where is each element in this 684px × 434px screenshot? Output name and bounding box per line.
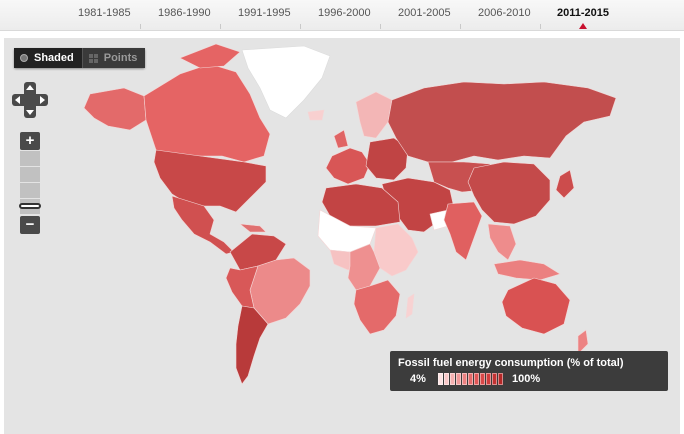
map-legend: Fossil fuel energy consumption (% of tot… bbox=[390, 351, 668, 391]
timeline-tick bbox=[540, 24, 541, 29]
period-timeline: 1981-1985 1986-1990 1991-1995 1996-2000 … bbox=[0, 0, 684, 31]
timeline-tick bbox=[460, 24, 461, 29]
grid-icon bbox=[88, 53, 98, 63]
timeline-tick bbox=[380, 24, 381, 29]
pan-left-button[interactable] bbox=[12, 94, 24, 106]
region-argentina[interactable] bbox=[235, 305, 269, 385]
legend-swatch bbox=[438, 373, 443, 385]
legend-max-label: 100% bbox=[512, 373, 541, 385]
period-tab-1996-2000[interactable]: 1996-2000 bbox=[318, 7, 371, 19]
timeline-tick bbox=[140, 24, 141, 29]
shaded-mode-button[interactable]: Shaded bbox=[14, 48, 82, 68]
legend-color-scale bbox=[438, 373, 504, 385]
zoom-step[interactable] bbox=[20, 167, 40, 182]
legend-swatch bbox=[444, 373, 449, 385]
period-tab-2006-2010[interactable]: 2006-2010 bbox=[478, 7, 531, 19]
legend-min-label: 4% bbox=[410, 373, 426, 385]
legend-swatch bbox=[480, 373, 485, 385]
region-eastern-europe[interactable] bbox=[365, 137, 409, 181]
legend-swatch bbox=[456, 373, 461, 385]
region-east-africa[interactable] bbox=[373, 223, 419, 277]
region-western-europe[interactable] bbox=[325, 147, 371, 185]
region-russia[interactable] bbox=[387, 81, 617, 163]
region-indonesia[interactable] bbox=[493, 259, 561, 281]
pan-center bbox=[24, 94, 36, 106]
zoom-slider-track[interactable] bbox=[19, 151, 41, 215]
pan-down-button[interactable] bbox=[24, 106, 36, 118]
region-southeast-asia[interactable] bbox=[487, 223, 517, 261]
choropleth-svg bbox=[83, 43, 617, 385]
region-new-zealand[interactable] bbox=[577, 329, 589, 355]
region-southern-africa[interactable] bbox=[353, 279, 401, 335]
pan-control bbox=[12, 82, 48, 118]
active-period-marker bbox=[579, 23, 587, 29]
legend-title: Fossil fuel energy consumption (% of tot… bbox=[398, 357, 624, 369]
region-alaska[interactable] bbox=[83, 87, 147, 131]
legend-swatch bbox=[498, 373, 503, 385]
period-tab-2011-2015[interactable]: 2011-2015 bbox=[557, 7, 609, 19]
legend-swatch bbox=[450, 373, 455, 385]
zoom-control: + − bbox=[19, 132, 41, 234]
region-mexico[interactable] bbox=[171, 195, 235, 255]
legend-swatch bbox=[468, 373, 473, 385]
pan-up-button[interactable] bbox=[24, 82, 36, 94]
points-mode-label: Points bbox=[103, 52, 138, 64]
world-map[interactable]: Shaded Points + − bbox=[4, 38, 680, 434]
region-japan[interactable] bbox=[555, 169, 575, 199]
region-china[interactable] bbox=[467, 161, 551, 225]
legend-swatch bbox=[462, 373, 467, 385]
region-canada-islands[interactable] bbox=[179, 43, 241, 69]
period-tab-2001-2005[interactable]: 2001-2005 bbox=[398, 7, 451, 19]
shaded-mode-label: Shaded bbox=[34, 52, 74, 64]
region-iceland[interactable] bbox=[307, 109, 325, 121]
timeline-tick bbox=[220, 24, 221, 29]
region-greenland[interactable] bbox=[241, 45, 331, 119]
period-tab-1981-1985[interactable]: 1981-1985 bbox=[78, 7, 131, 19]
zoom-step[interactable] bbox=[20, 183, 40, 198]
legend-swatch bbox=[474, 373, 479, 385]
zoom-step[interactable] bbox=[20, 151, 40, 166]
region-canada[interactable] bbox=[143, 63, 271, 163]
points-mode-button[interactable]: Points bbox=[81, 48, 146, 68]
zoom-in-button[interactable]: + bbox=[20, 132, 40, 150]
region-caribbean[interactable] bbox=[239, 223, 267, 233]
period-tab-1991-1995[interactable]: 1991-1995 bbox=[238, 7, 291, 19]
zoom-slider-handle[interactable] bbox=[19, 203, 41, 209]
legend-swatch bbox=[486, 373, 491, 385]
period-tab-1986-1990[interactable]: 1986-1990 bbox=[158, 7, 211, 19]
region-uk[interactable] bbox=[333, 129, 349, 149]
region-madagascar[interactable] bbox=[405, 293, 415, 319]
legend-swatch bbox=[492, 373, 497, 385]
pan-right-button[interactable] bbox=[36, 94, 48, 106]
region-australia[interactable] bbox=[501, 277, 571, 335]
region-north-africa[interactable] bbox=[321, 183, 401, 227]
region-scandinavia[interactable] bbox=[355, 91, 393, 139]
radio-dot-icon bbox=[20, 54, 28, 62]
map-mode-toggle: Shaded Points bbox=[14, 48, 146, 68]
region-usa[interactable] bbox=[153, 149, 267, 213]
region-india[interactable] bbox=[443, 201, 483, 261]
zoom-out-button[interactable]: − bbox=[20, 216, 40, 234]
timeline-tick bbox=[300, 24, 301, 29]
